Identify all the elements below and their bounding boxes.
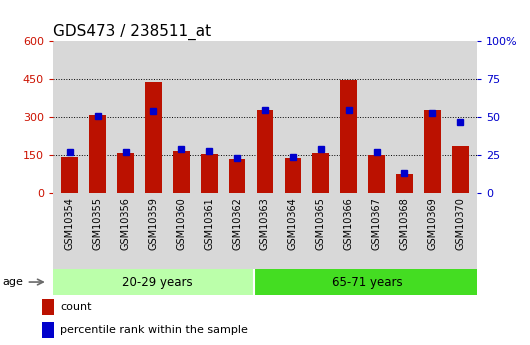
Bar: [312, 153, 329, 193]
Text: GSM10366: GSM10366: [343, 197, 354, 250]
Bar: [368, 155, 385, 193]
Text: GSM10367: GSM10367: [372, 197, 382, 250]
Text: GSM10361: GSM10361: [204, 197, 214, 250]
Text: count: count: [60, 302, 92, 312]
Bar: [89, 115, 106, 193]
Bar: [173, 151, 190, 193]
Text: 65-71 years: 65-71 years: [331, 276, 402, 288]
Text: GSM10360: GSM10360: [176, 197, 187, 250]
Text: GSM10365: GSM10365: [316, 197, 326, 250]
Text: GDS473 / 238511_at: GDS473 / 238511_at: [53, 24, 211, 40]
Text: GSM10354: GSM10354: [65, 197, 75, 250]
Text: GSM10355: GSM10355: [93, 197, 103, 250]
Bar: [42, 299, 54, 315]
Bar: [201, 154, 218, 193]
Bar: [229, 159, 245, 193]
Bar: [340, 80, 357, 193]
Bar: [424, 110, 441, 193]
Bar: [396, 174, 413, 193]
Bar: [53, 269, 254, 295]
Text: GSM10363: GSM10363: [260, 197, 270, 250]
Text: percentile rank within the sample: percentile rank within the sample: [60, 325, 248, 335]
Text: GSM10369: GSM10369: [427, 197, 437, 250]
Text: age: age: [3, 277, 23, 286]
Bar: [285, 158, 301, 193]
Text: GSM10356: GSM10356: [120, 197, 130, 250]
Text: GSM10368: GSM10368: [400, 197, 410, 250]
Bar: [42, 322, 54, 337]
Bar: [145, 82, 162, 193]
Bar: [117, 153, 134, 193]
Text: GSM10364: GSM10364: [288, 197, 298, 250]
Bar: [452, 146, 469, 193]
Text: GSM10362: GSM10362: [232, 197, 242, 250]
Bar: [254, 269, 477, 295]
Text: GSM10359: GSM10359: [148, 197, 158, 250]
Text: GSM10370: GSM10370: [455, 197, 465, 250]
Bar: [257, 110, 273, 193]
Bar: [61, 157, 78, 193]
Text: 20-29 years: 20-29 years: [122, 276, 193, 288]
